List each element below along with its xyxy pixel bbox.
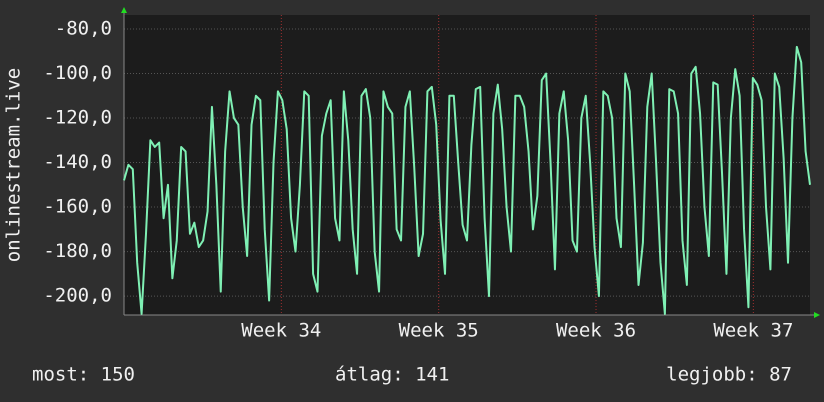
data-line <box>123 45 811 315</box>
y-axis-label: onlinestream.live <box>3 68 25 262</box>
y-tick-label: -80,0 <box>55 18 112 40</box>
y-tick-label: -100,0 <box>43 62 112 84</box>
x-tick-label: Week 35 <box>399 320 479 342</box>
x-tick-label: Week 34 <box>241 320 321 342</box>
axis-arrow <box>814 312 820 318</box>
y-tick-label: -140,0 <box>43 151 112 173</box>
y-tick-label: -160,0 <box>43 196 112 218</box>
y-tick-label: -200,0 <box>43 285 112 307</box>
stat-average: átlag: 141 <box>335 364 449 386</box>
stat-current: most: 150 <box>32 364 135 386</box>
x-tick-label: Week 36 <box>556 320 636 342</box>
y-tick-label: -120,0 <box>43 107 112 129</box>
stat-max: legjobb: 87 <box>666 364 792 386</box>
plot-area <box>124 15 810 315</box>
x-tick-label: Week 37 <box>713 320 793 342</box>
axis-arrow <box>121 7 127 13</box>
y-tick-label: -180,0 <box>43 240 112 262</box>
